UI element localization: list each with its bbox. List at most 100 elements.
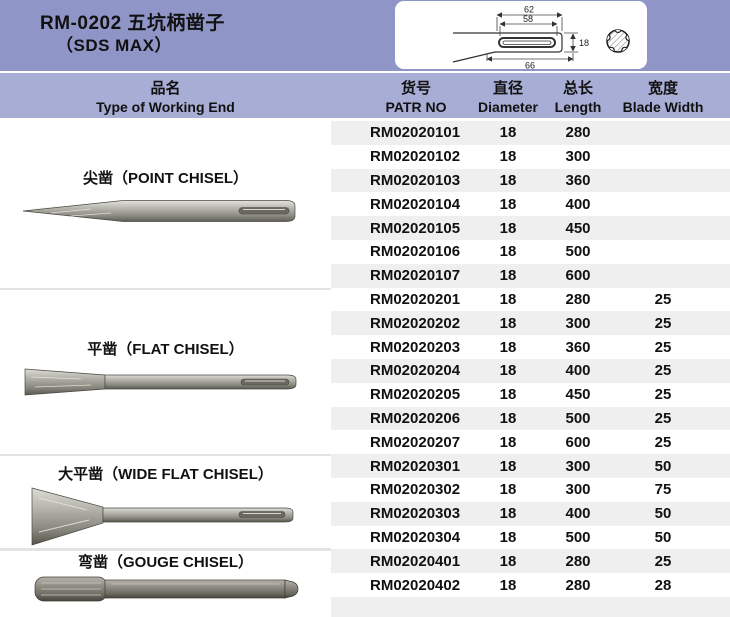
cell-part-no: RM02020304 [370,528,461,546]
table-row: RM02020101 18 280 [331,121,730,145]
flat-chisel-image [24,368,296,396]
dim-62-label: 62 [524,5,534,15]
cell-diameter: 18 [499,386,517,404]
cell-blade-width: 50 [654,528,672,546]
cell-blade-width: 25 [654,338,672,356]
cell-diameter: 18 [499,267,517,285]
product-section-point-chisel: 尖凿（POINT CHISEL） [0,121,331,287]
page-subtitle: （SDS MAX） [56,36,172,55]
cell-part-no: RM02020303 [370,505,461,523]
cell-diameter: 18 [499,314,517,332]
dim-18-label: 18 [579,38,589,48]
cell-blade-width: 50 [654,505,672,523]
table-row: RM02020203 18 360 25 [331,335,730,359]
table-row: RM02020201 18 280 25 [331,287,730,312]
cell-part-no: RM02020402 [370,576,461,594]
cell-part-no: RM02020105 [370,219,461,237]
point-chisel-image [22,200,295,222]
cell-length: 360 [565,171,591,189]
cell-part-no: RM02020107 [370,267,461,285]
table-header-band [0,73,730,118]
cross-section-icon [606,29,630,53]
cell-part-no: RM02020103 [370,171,461,189]
technical-drawing-box: 62 58 66 18 [395,1,647,69]
cell-diameter: 18 [499,552,517,570]
cell-blade-width: 25 [654,433,672,451]
cell-blade-width: 50 [654,457,672,475]
cell-length: 500 [565,243,591,261]
table-row: RM02020202 18 300 25 [331,311,730,336]
cell-length: 280 [565,290,591,308]
wide-flat-chisel-label: 大平凿（WIDE FLAT CHISEL） [58,466,273,483]
cell-diameter: 18 [499,481,517,499]
cell-length: 450 [565,219,591,237]
cell-blade-width: 25 [654,409,672,427]
section-divider [0,548,331,551]
cell-part-no: RM02020202 [370,314,461,332]
cell-length: 360 [565,338,591,356]
cell-length: 600 [565,267,591,285]
dim-66-label: 66 [525,61,535,70]
wide-flat-chisel-image [31,487,293,546]
cell-part-no: RM02020104 [370,195,461,213]
cell-part-no: RM02020302 [370,481,461,499]
header-working-end-zh: 品名 [150,80,181,97]
cell-length: 500 [565,409,591,427]
table-row: RM02020205 18 450 25 [331,382,730,407]
cell-diameter: 18 [499,576,517,594]
cell-length: 280 [565,124,591,142]
cell-length: 300 [565,148,591,166]
cell-part-no: RM02020206 [370,409,461,427]
table-row: RM02020106 18 500 [331,239,730,264]
cell-diameter: 18 [499,362,517,380]
table-row: RM02020207 18 600 25 [331,430,730,455]
point-chisel-label: 尖凿（POINT CHISEL） [82,170,248,187]
cell-diameter: 18 [499,338,517,356]
cell-length: 280 [565,552,591,570]
cell-blade-width: 25 [654,552,672,570]
cell-blade-width: 75 [654,481,672,499]
cell-blade-width: 25 [654,362,672,380]
cell-length: 400 [565,362,591,380]
section-divider [0,454,331,456]
table-row: RM02020206 18 500 25 [331,406,730,431]
cell-part-no: RM02020102 [370,148,461,166]
header-columns: 货号 PATR NO 直径 Diameter 总长 Length 宽度 Blad… [331,73,730,118]
cell-length: 300 [565,314,591,332]
cell-diameter: 18 [499,528,517,546]
table-row: RM02020105 18 450 [331,216,730,240]
cell-length: 300 [565,481,591,499]
cell-blade-width: 25 [654,290,672,308]
cell-blade-width: 28 [654,576,672,594]
cell-diameter: 18 [499,290,517,308]
cell-part-no: RM02020401 [370,552,461,570]
cell-blade-width: 25 [654,386,672,404]
cell-length: 500 [565,528,591,546]
cell-part-no: RM02020106 [370,243,461,261]
cell-part-no: RM02020101 [370,124,461,142]
header-length: 总长 Length [554,80,602,115]
gouge-chisel-image [34,576,298,602]
header-working-end-en: Type of Working End [96,99,235,115]
cell-diameter: 18 [499,195,517,213]
table-rows: RM02020101 18 280 RM02020102 18 300 RM02… [331,118,730,617]
cell-part-no: RM02020205 [370,386,461,404]
table-row: RM02020304 18 500 50 [331,525,730,550]
table-row: RM02020107 18 600 [331,263,730,288]
header-working-end: 品名 Type of Working End [0,73,331,118]
cell-diameter: 18 [499,433,517,451]
dim-58-label: 58 [523,14,533,24]
cell-diameter: 18 [499,457,517,475]
table-row: RM02020204 18 400 25 [331,358,730,383]
table-row: RM02020104 18 400 [331,192,730,217]
cell-length: 400 [565,195,591,213]
header-blade-width: 宽度 Blade Width [622,80,704,115]
product-section-gouge-chisel: 弯凿（GOUGE CHISEL） [0,551,331,617]
cell-diameter: 18 [499,409,517,427]
cell-length: 600 [565,433,591,451]
table-bottom-filler [331,596,730,617]
header-part-no: 货号 PATR NO [385,80,447,115]
header-diameter: 直径 Diameter [478,80,538,115]
shank-drawing-icon: 62 58 66 18 [452,5,630,70]
page-title: RM-0202 五坑柄凿子 [40,13,225,34]
